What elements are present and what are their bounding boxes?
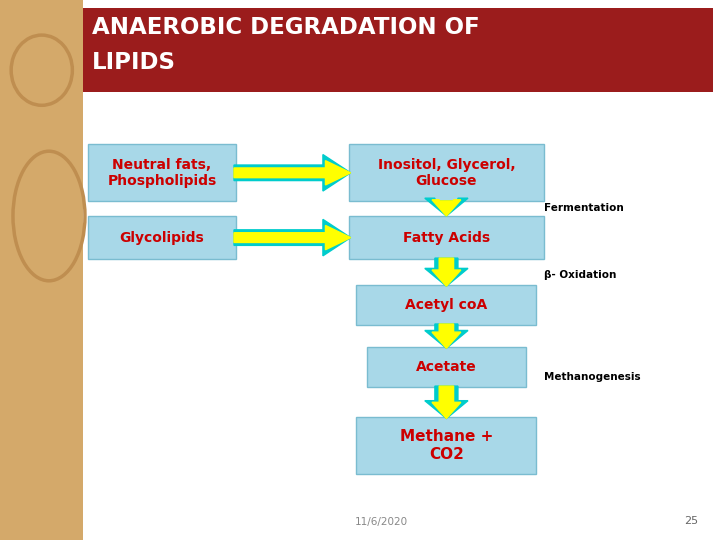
Text: Fatty Acids: Fatty Acids bbox=[402, 231, 490, 245]
FancyArrow shape bbox=[432, 386, 461, 418]
FancyBboxPatch shape bbox=[356, 285, 536, 325]
Text: 25: 25 bbox=[684, 516, 698, 526]
Text: ANAEROBIC DEGRADATION OF: ANAEROBIC DEGRADATION OF bbox=[92, 16, 480, 39]
FancyBboxPatch shape bbox=[367, 347, 526, 388]
FancyArrow shape bbox=[234, 160, 351, 185]
Text: Fermentation: Fermentation bbox=[544, 204, 624, 213]
Text: Methanogenesis: Methanogenesis bbox=[544, 372, 640, 382]
Text: β- Oxidation: β- Oxidation bbox=[544, 271, 616, 280]
Text: 11/6/2020: 11/6/2020 bbox=[355, 516, 408, 526]
FancyArrow shape bbox=[234, 226, 351, 249]
FancyBboxPatch shape bbox=[349, 216, 544, 259]
FancyArrow shape bbox=[234, 154, 351, 191]
FancyBboxPatch shape bbox=[349, 144, 544, 201]
FancyArrow shape bbox=[432, 200, 461, 216]
FancyBboxPatch shape bbox=[89, 144, 236, 201]
Text: Glycolipids: Glycolipids bbox=[120, 231, 204, 245]
Text: Acetyl coA: Acetyl coA bbox=[405, 298, 487, 312]
Bar bbox=[83, 8, 713, 92]
FancyArrow shape bbox=[425, 324, 468, 348]
FancyBboxPatch shape bbox=[89, 216, 236, 259]
Bar bbox=[0, 0, 83, 540]
FancyBboxPatch shape bbox=[356, 417, 536, 474]
Text: LIPIDS: LIPIDS bbox=[92, 51, 176, 75]
Text: Neutral fats,
Phospholipids: Neutral fats, Phospholipids bbox=[107, 158, 217, 188]
Text: Acetate: Acetate bbox=[416, 360, 477, 374]
FancyArrow shape bbox=[425, 386, 468, 418]
FancyArrow shape bbox=[432, 258, 461, 286]
FancyArrow shape bbox=[425, 258, 468, 286]
FancyArrow shape bbox=[234, 219, 351, 256]
FancyArrow shape bbox=[425, 198, 468, 216]
Text: Inositol, Glycerol,
Glucose: Inositol, Glycerol, Glucose bbox=[377, 158, 516, 188]
FancyArrow shape bbox=[432, 324, 461, 348]
Text: Methane +
CO2: Methane + CO2 bbox=[400, 429, 493, 462]
